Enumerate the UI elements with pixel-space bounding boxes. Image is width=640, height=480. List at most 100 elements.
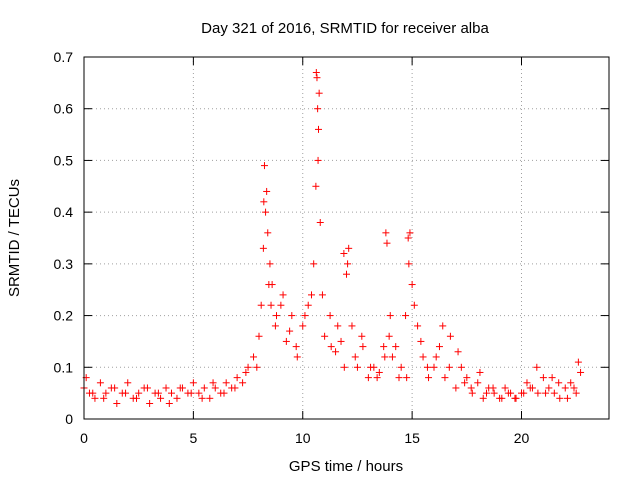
- data-point: [257, 301, 265, 309]
- data-point: [173, 394, 181, 402]
- data-point: [96, 379, 104, 387]
- y-axis-label: SRMTID / TECUs: [6, 179, 23, 297]
- data-point: [304, 301, 312, 309]
- data-point: [195, 389, 203, 397]
- data-point: [463, 374, 471, 382]
- data-point: [312, 69, 320, 77]
- data-point: [312, 182, 320, 190]
- data-point: [260, 162, 268, 170]
- x-tick-label: 5: [189, 430, 197, 446]
- plot-frame: [83, 56, 610, 420]
- data-point: [102, 389, 110, 397]
- data-point: [343, 270, 350, 278]
- data-point: [563, 394, 571, 402]
- data-point: [100, 394, 108, 402]
- data-point: [380, 343, 388, 351]
- data-point: [423, 363, 431, 371]
- data-point: [523, 379, 531, 387]
- data-point: [222, 379, 230, 387]
- data-point: [454, 348, 462, 356]
- data-point: [358, 332, 366, 340]
- data-point: [314, 105, 322, 113]
- data-point: [293, 353, 301, 361]
- data-point: [259, 244, 267, 252]
- data-point: [187, 389, 195, 397]
- data-point: [445, 363, 453, 371]
- data-point: [157, 394, 165, 402]
- data-point: [410, 301, 418, 309]
- data-point: [489, 384, 497, 392]
- data-point: [133, 394, 140, 402]
- data-point: [266, 260, 274, 268]
- data-point: [255, 332, 263, 340]
- data-point: [165, 399, 173, 407]
- data-point: [520, 389, 528, 397]
- chart-title: Day 321 of 2016, SRMTID for receiver alb…: [201, 20, 489, 37]
- x-tick-label: 20: [514, 430, 530, 446]
- data-point: [198, 394, 206, 402]
- data-point: [231, 384, 239, 392]
- data-point: [337, 337, 345, 345]
- data-point: [403, 374, 411, 382]
- data-point: [301, 312, 309, 320]
- data-point: [135, 389, 143, 397]
- data-point: [534, 389, 542, 397]
- y-tick-label: 0.4: [54, 204, 74, 220]
- data-point: [250, 353, 258, 361]
- data-point: [211, 384, 219, 392]
- data-point: [332, 348, 340, 356]
- data-point: [533, 363, 541, 371]
- data-point: [452, 384, 460, 392]
- data-point: [404, 234, 412, 242]
- data-point: [381, 353, 389, 361]
- data-point: [392, 343, 400, 351]
- data-point: [91, 394, 99, 402]
- y-tick-label: 0.6: [54, 101, 74, 117]
- data-point: [364, 374, 372, 382]
- data-point: [299, 322, 307, 330]
- data-point: [574, 358, 582, 366]
- data-point: [154, 389, 162, 397]
- data-point: [318, 291, 326, 299]
- data-point: [334, 322, 342, 330]
- y-tick-label: 0.1: [54, 359, 74, 375]
- data-point: [113, 399, 121, 407]
- y-tick-label: 0.7: [54, 49, 74, 65]
- data-point: [340, 363, 348, 371]
- data-point: [162, 384, 170, 392]
- data-point: [168, 389, 175, 397]
- data-point: [511, 394, 519, 402]
- data-point: [189, 379, 197, 387]
- y-tick-label: 0.3: [54, 256, 74, 272]
- x-axis-label: GPS time / hours: [289, 458, 403, 475]
- data-point: [406, 229, 414, 237]
- axis-ticks: [83, 56, 609, 420]
- data-point: [555, 379, 563, 387]
- data-point: [490, 389, 498, 397]
- data-point: [206, 394, 214, 402]
- data-point: [282, 337, 290, 345]
- data-point: [386, 312, 394, 320]
- data-point: [344, 260, 352, 268]
- data-point: [550, 389, 558, 397]
- data-point: [501, 384, 509, 392]
- data-point: [146, 399, 154, 407]
- data-point: [385, 332, 393, 340]
- data-point: [419, 353, 427, 361]
- data-point: [122, 389, 130, 397]
- data-point: [461, 379, 469, 387]
- data-point: [308, 291, 315, 299]
- x-tick-labels: 0 5 10 15 20: [80, 430, 529, 446]
- data-point: [260, 198, 268, 206]
- data-point: [253, 363, 261, 371]
- data-point: [340, 250, 348, 258]
- data-point: [367, 363, 375, 371]
- data-point: [288, 312, 296, 320]
- data-point: [435, 343, 443, 351]
- data-point: [382, 229, 390, 237]
- data-point: [395, 374, 403, 382]
- data-point: [315, 89, 323, 97]
- data-point: [567, 379, 575, 387]
- data-point: [315, 125, 322, 133]
